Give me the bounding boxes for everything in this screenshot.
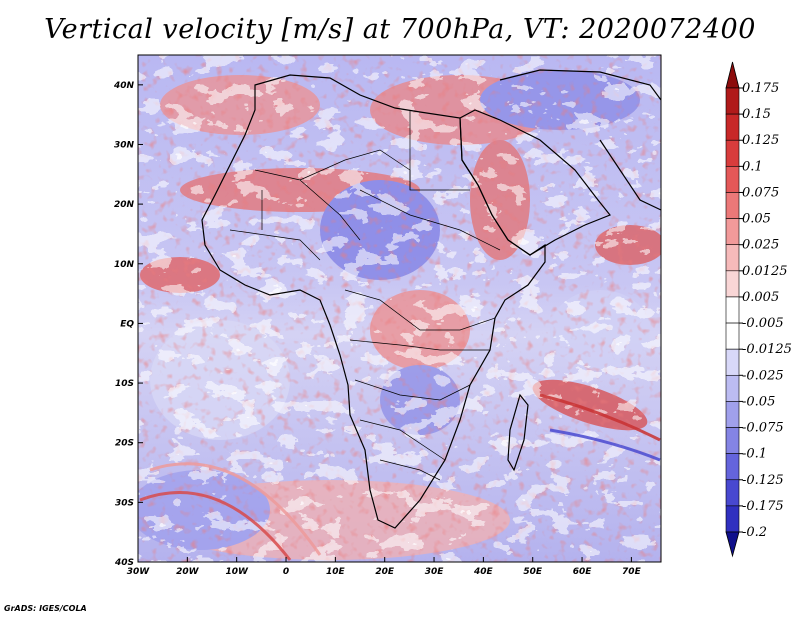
colorbar-swatch [725, 244, 740, 272]
coastlines [201, 69, 661, 529]
x-tick-label: 30E [425, 567, 445, 577]
colorbar-label: 0.005 [742, 290, 779, 305]
colorbar-swatch [725, 374, 740, 402]
y-tick-label: 20N [114, 200, 135, 210]
colorbar: 0.175 0.15 0.125 0.1 0.075 0.05 0.025 0.0125 0.0… [725, 61, 792, 558]
colorbar-swatch [725, 218, 740, 246]
colorbar-label: 0.1 [742, 159, 763, 174]
x-tick-label: 20W [176, 567, 200, 577]
x-tick-label: 50E [523, 567, 543, 577]
country-borders [229, 110, 501, 481]
colorbar-label: 0.05 [742, 212, 771, 227]
x-tick-label: 10E [326, 567, 346, 577]
colorbar-label: -0.0125 [742, 342, 792, 357]
colorbar-swatch [725, 296, 740, 324]
colorbar-swatch [725, 427, 740, 454]
colorbar-swatch [725, 322, 740, 350]
colorbar-swatch [725, 505, 740, 533]
x-tick-label: 70E [622, 567, 642, 577]
colorbar-label: -0.2 [742, 525, 767, 540]
y-tick-label: 30S [115, 498, 134, 508]
colorbar-label: 0.175 [742, 81, 779, 96]
colorbar-label: 0.125 [742, 133, 779, 148]
colorbar-top-arrow [725, 61, 740, 89]
y-tick-label: 40N [113, 81, 135, 91]
colorbar-swatch [725, 401, 740, 428]
colorbar-label: -0.025 [742, 368, 784, 383]
x-tick-label: 40E [473, 567, 494, 577]
y-tick-label: 10S [115, 379, 134, 389]
colorbar-label: 0.15 [742, 107, 771, 122]
colorbar-swatch [725, 270, 740, 298]
colorbar-label: 0.025 [742, 238, 779, 253]
y-tick-label: 10N [114, 260, 135, 270]
map-frame [137, 54, 662, 563]
colorbar-swatch [725, 348, 740, 376]
map-title: Vertical velocity [m/s] at 700hPa, VT: 2… [44, 14, 756, 45]
colorbar-label: 0.075 [742, 185, 779, 200]
colorbar-swatch [725, 192, 740, 219]
colorbar-label: -0.005 [742, 316, 784, 331]
colorbar-swatch [725, 113, 740, 141]
colorbar-label: -0.075 [742, 421, 784, 436]
colorbar-label: -0.05 [742, 394, 775, 409]
vertical-velocity-field [138, 55, 661, 562]
y-tick-label: EQ [120, 319, 134, 329]
colorbar-label: -0.175 [742, 499, 784, 514]
x-tick-label: 0 [283, 567, 289, 577]
x-tick-label: 20E [375, 567, 395, 577]
colorbar-swatch [725, 166, 740, 193]
x-tick-label: 10W [225, 567, 249, 577]
y-tick-label: 30N [114, 140, 135, 150]
colorbar-swatch [725, 453, 740, 481]
x-tick-label: 60E [573, 567, 593, 577]
y-axis: 40N 30N 20N 10N EQ 10S 20S 30S 40S [113, 81, 143, 568]
credit-text: GrADS: IGES/COLA [4, 604, 87, 613]
colorbar-label: -0.125 [742, 473, 784, 488]
colorbar-label: 0.0125 [742, 264, 788, 279]
y-tick-label: 40S [114, 558, 134, 568]
x-tick-label: 30W [127, 567, 151, 577]
y-tick-label: 20S [115, 439, 134, 449]
colorbar-label: -0.1 [742, 447, 767, 462]
colorbar-swatch [725, 139, 740, 167]
x-axis: 30W 20W 10W 0 10E 20E 30E 40E 50E 60E 70E [127, 557, 642, 577]
colorbar-bottom-arrow [725, 531, 740, 558]
colorbar-swatch [725, 479, 740, 507]
colorbar-swatch [725, 87, 740, 115]
